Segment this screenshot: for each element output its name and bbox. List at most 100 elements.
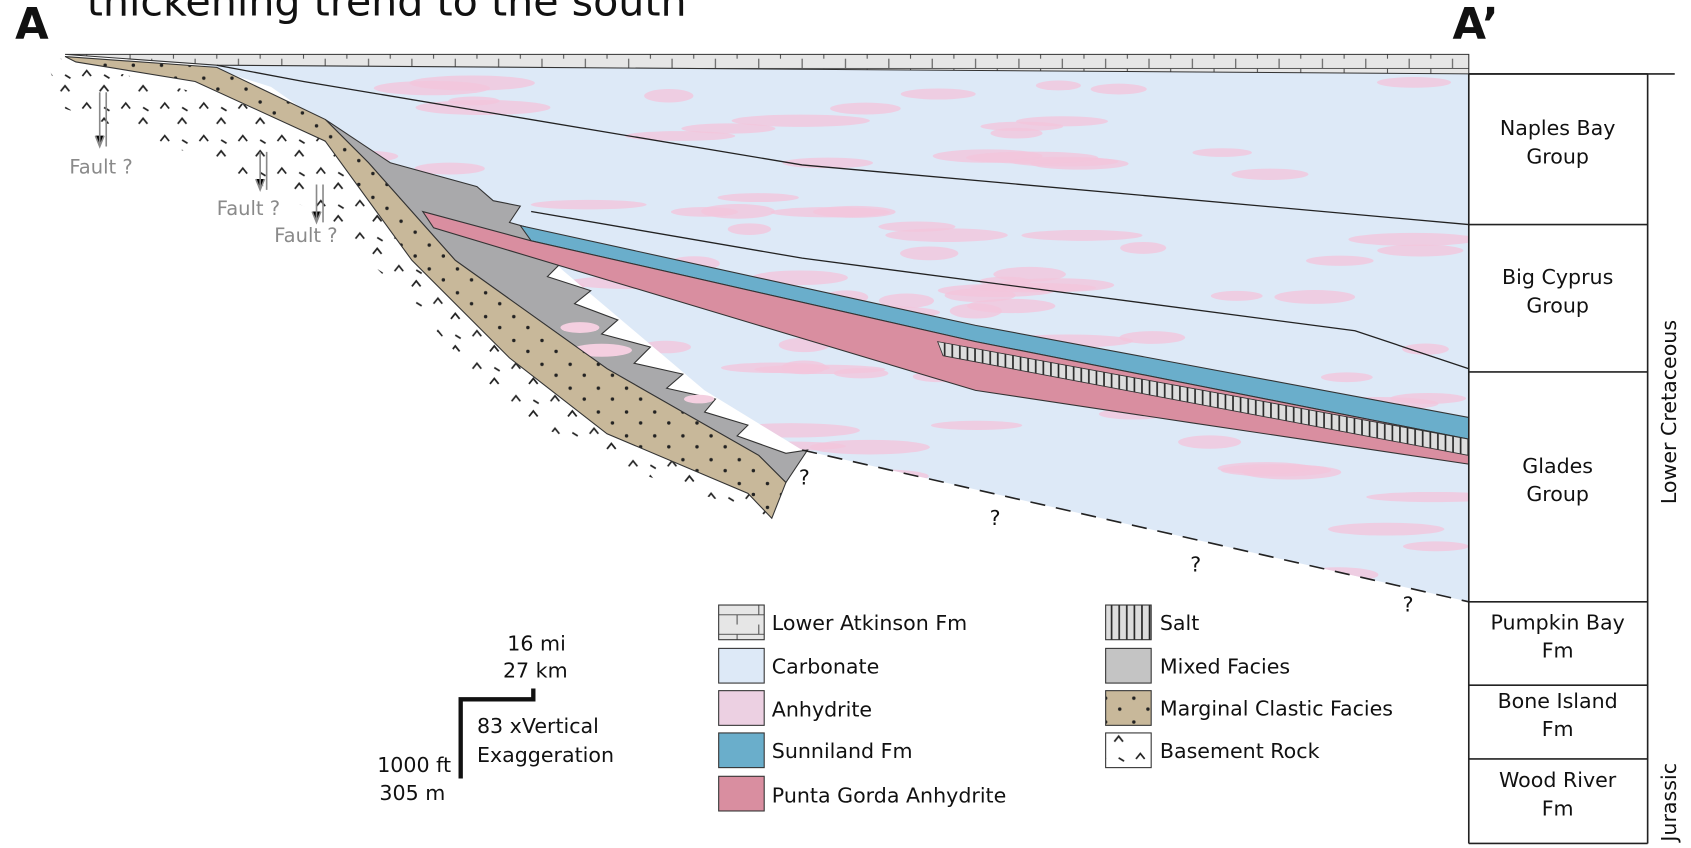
section-end-label: A [15, 0, 49, 50]
legend: Lower Atkinson Fm Carbonate Anhydrite Su… [719, 605, 1393, 811]
anhydrite [758, 579, 888, 590]
anhydrite [1091, 84, 1147, 95]
anhydrite [382, 451, 483, 466]
anhydrite [782, 360, 827, 374]
anhydrite [1221, 464, 1331, 477]
anhydrite [1377, 77, 1451, 88]
section-end-label: A’ [1453, 0, 1499, 50]
legend-label: Salt [1160, 611, 1199, 635]
anhydrite [1274, 290, 1355, 304]
anhydrite [885, 228, 1007, 242]
anhydrite [901, 89, 976, 100]
legend-label: Anhydrite [772, 698, 872, 722]
anhydrite [1306, 256, 1374, 266]
scale-label: 16 mi [507, 632, 566, 656]
anhydrite [1377, 245, 1463, 257]
anhydrite [513, 536, 602, 546]
unit-label: Naples Bay Group [1500, 116, 1616, 168]
legend-swatch [1106, 648, 1152, 683]
anhydrite [560, 322, 599, 333]
anhydrite [1119, 331, 1185, 344]
anhydrite [967, 299, 1055, 313]
anhydrite [374, 81, 490, 95]
legend-swatch [1106, 733, 1152, 768]
anhydrite [880, 567, 932, 578]
anhydrite [227, 331, 315, 340]
legend-swatch [719, 733, 765, 768]
unit-label: Glades Group [1522, 454, 1593, 506]
scale-label: 305 m [379, 781, 445, 805]
query-mark: ? [1403, 593, 1414, 617]
title: thickening trend to the south [87, 0, 687, 25]
anhydrite [1390, 393, 1466, 404]
anhydrite [1403, 541, 1469, 551]
unit-label-line: Glades [1522, 454, 1593, 478]
anhydrite [971, 283, 1096, 292]
anhydrite [1192, 148, 1251, 157]
anhydrite [223, 585, 327, 595]
legend-label: Lower Atkinson Fm [772, 611, 967, 635]
legend-label: Carbonate [772, 654, 879, 678]
anhydrite [1120, 242, 1166, 254]
unit-label: Pumpkin Bay Fm [1491, 610, 1625, 662]
unit-label-line: Group [1526, 293, 1589, 317]
anhydrite [644, 89, 693, 102]
legend-label: Basement Rock [1160, 739, 1320, 763]
anhydrite [338, 535, 389, 544]
scale-label: 83 xVertical [477, 714, 599, 738]
anhydrite [358, 335, 442, 345]
legend-swatch [1106, 691, 1152, 726]
anhydrite [533, 473, 660, 488]
unit-label-line: Naples Bay [1500, 116, 1616, 140]
anhydrite [900, 247, 958, 261]
unit-label: Bone Island Fm [1498, 689, 1618, 741]
anhydrite [667, 554, 784, 569]
unit-label-line: Fm [1542, 796, 1574, 820]
anhydrite [769, 526, 855, 535]
anhydrite [294, 257, 371, 272]
unit-label-line: Fm [1542, 639, 1574, 663]
anhydrite [1366, 492, 1500, 502]
legend-label: Sunniland Fm [772, 739, 913, 763]
query-mark: ? [799, 466, 810, 490]
anhydrite [684, 395, 714, 404]
unit-label-line: Bone Island [1498, 689, 1618, 713]
anhydrite [426, 489, 525, 502]
anhydrite [361, 456, 487, 465]
cross-section-figure: thickening trend to the south A A’ Fault… [0, 0, 1691, 848]
anhydrite [874, 590, 979, 604]
anhydrite [1178, 435, 1241, 448]
anhydrite [588, 548, 690, 559]
anhydrite [433, 589, 520, 599]
anhydrite [1231, 169, 1308, 180]
anhydrite [993, 267, 1066, 282]
anhydrite [728, 223, 771, 235]
legend-swatch [1106, 605, 1152, 640]
unit-label: Big Cyprus Group [1502, 265, 1613, 317]
anhydrite [854, 509, 980, 519]
unit-label-line: Fm [1542, 717, 1574, 741]
query-mark: ? [1190, 552, 1201, 576]
unit-label-line: Group [1526, 144, 1589, 168]
legend-label: Marginal Clastic Facies [1160, 697, 1393, 721]
anhydrite [250, 368, 362, 381]
period-label: Lower Cretaceous [1657, 320, 1681, 504]
unit-label-line: Big Cyprus [1502, 265, 1613, 289]
anhydrite [1328, 523, 1444, 536]
anhydrite [289, 266, 378, 281]
scale-label: 1000 ft [377, 753, 451, 777]
period-label: Jurassic [1657, 763, 1681, 844]
unit-label-line: Pumpkin Bay [1491, 610, 1625, 634]
scale-label: Exaggeration [477, 743, 614, 767]
anhydrite [1211, 291, 1263, 301]
legend-swatch [719, 605, 765, 640]
fault-label: Fault ? [69, 156, 132, 179]
unit-label-line: Group [1526, 482, 1589, 506]
unit-label: Wood RiverFm [1499, 768, 1617, 820]
anhydrite [671, 207, 738, 217]
anhydrite [1033, 527, 1099, 541]
legend-label: Punta Gorda Anhydrite [772, 783, 1007, 807]
scale-label: 27 km [503, 659, 568, 683]
anhydrite [966, 152, 1098, 164]
anhydrite [1348, 233, 1477, 246]
